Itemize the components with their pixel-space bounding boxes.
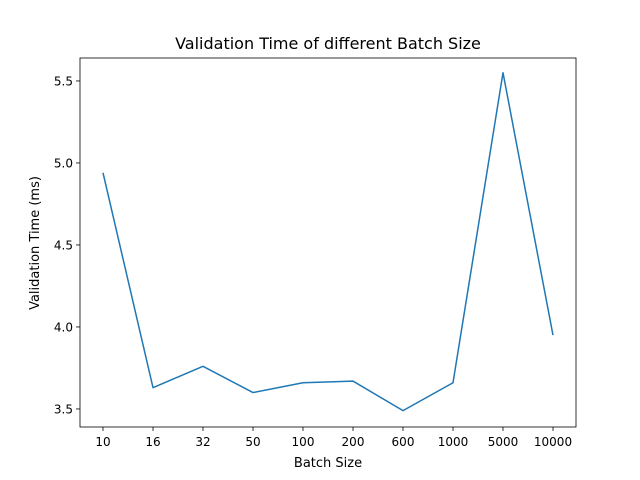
y-tick-label: 5.5	[54, 74, 73, 88]
y-tick-label: 5.0	[54, 156, 73, 170]
y-tick-label: 4.0	[54, 320, 73, 334]
x-tick-label: 600	[392, 435, 415, 449]
x-tick-label: 200	[342, 435, 365, 449]
y-tick-label: 3.5	[54, 402, 73, 416]
plot-area: 10 16 32 50 100 200 600 1000 5000 10000 3.5 4.0 4.5 5…	[54, 57, 577, 449]
x-tick-label: 32	[195, 435, 210, 449]
x-tick-label: 10000	[534, 435, 572, 449]
x-tick-label: 1000	[438, 435, 469, 449]
chart-title: Validation Time of different Batch Size	[175, 34, 481, 53]
x-tick-label: 100	[292, 435, 315, 449]
x-tick-label: 50	[245, 435, 260, 449]
x-tick-label: 10	[95, 435, 110, 449]
series-line-0	[102, 72, 554, 412]
x-tick-label: 16	[145, 435, 160, 449]
x-tick-label: 5000	[488, 435, 519, 449]
y-axis-label: Validation Time (ms)	[28, 176, 43, 310]
plot-frame	[79, 57, 577, 428]
x-axis-label: Batch Size	[294, 456, 362, 471]
y-tick-label: 4.5	[54, 238, 73, 252]
